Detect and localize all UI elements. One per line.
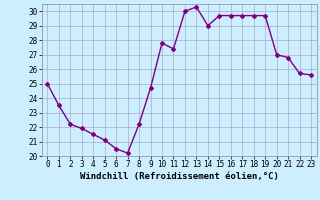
X-axis label: Windchill (Refroidissement éolien,°C): Windchill (Refroidissement éolien,°C) <box>80 172 279 181</box>
